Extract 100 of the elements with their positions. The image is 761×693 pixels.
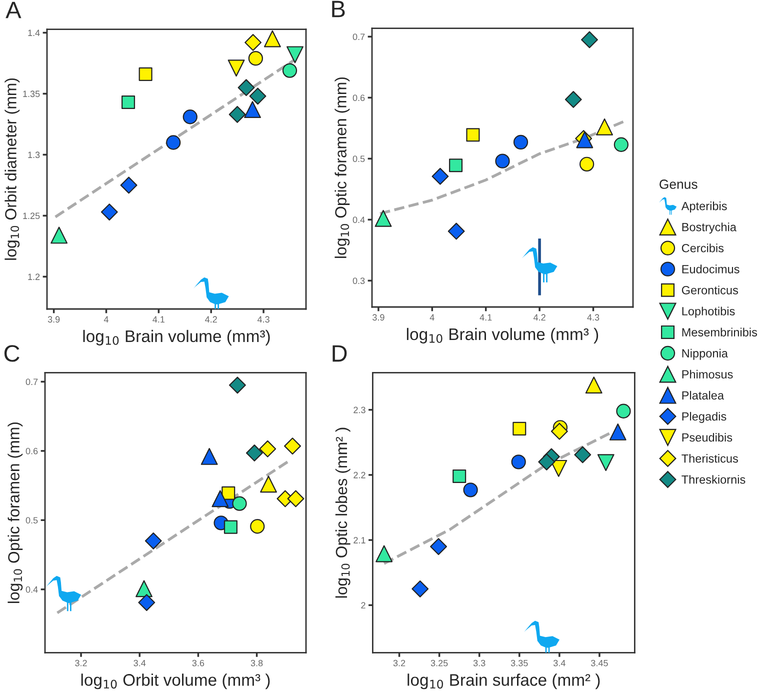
- x-tick-label: 3.6: [192, 660, 204, 666]
- point: [228, 106, 246, 123]
- point: [249, 88, 266, 105]
- x-tick-label: 4.1: [480, 314, 492, 320]
- x-tick-label: 4.3: [587, 314, 600, 321]
- point: [513, 134, 528, 150]
- x-axis-title: log$_{10}$ Orbit volume (mm³ ): [81, 674, 270, 690]
- x-tick-label: 3.4: [554, 660, 566, 666]
- point: [512, 422, 526, 436]
- point: [550, 422, 568, 440]
- y-tick-label: 1.2: [28, 274, 40, 280]
- legend-label: Lophotibis: [682, 306, 735, 318]
- chart-title: D: [332, 345, 347, 362]
- point: [138, 594, 156, 611]
- point: [412, 580, 429, 598]
- point: [248, 51, 263, 66]
- y-axis-title: log$_{10}$ Optic foramen (mm): [334, 77, 350, 258]
- legend-label: Apteribis: [681, 202, 727, 213]
- point: [264, 30, 281, 48]
- chart-title: C: [4, 345, 20, 362]
- point: [260, 476, 277, 493]
- point: [120, 176, 138, 194]
- point: [585, 376, 602, 394]
- point: [432, 168, 449, 185]
- point: [224, 520, 238, 534]
- point: [228, 376, 246, 394]
- point: [244, 34, 262, 51]
- y-tick-label: 1.4: [28, 30, 40, 36]
- legend-label: Theristicus: [682, 454, 738, 463]
- y-tick-label: 0.5: [352, 156, 365, 162]
- y-tick-label: 1.35: [23, 90, 40, 98]
- point: [144, 532, 162, 550]
- y-tick-label: 2.2: [354, 472, 366, 478]
- x-tick-label: 3.2: [393, 660, 406, 666]
- y-axis-title: log$_{10}$ Orbit diameter (mm): [4, 78, 20, 260]
- y-tick-label: 0.7: [26, 378, 38, 386]
- x-tick-label: 3.45: [591, 660, 608, 666]
- point: [511, 454, 526, 470]
- point: [250, 519, 265, 534]
- point: [50, 226, 68, 244]
- point: [522, 247, 558, 282]
- legend-label: Mesembrinibis: [682, 328, 758, 336]
- point: [136, 580, 152, 598]
- x-axis-title: log$_{10}$ Brain volume (mm³): [83, 330, 270, 346]
- point: [286, 46, 304, 64]
- x-tick-label: 4: [104, 316, 108, 322]
- y-tick-label: 0.5: [26, 517, 38, 524]
- legend-label: Plegadis: [682, 412, 726, 423]
- y-axis-title: log$_{10}$ Optic foramen (mm): [8, 422, 23, 603]
- point: [597, 454, 614, 472]
- point: [495, 154, 510, 168]
- point: [138, 67, 152, 81]
- legend-label: Phimosus: [682, 370, 733, 379]
- x-tick-label: 3.35: [510, 660, 528, 666]
- point: [376, 545, 393, 562]
- x-tick-label: 3.4: [134, 660, 146, 666]
- point: [246, 444, 263, 462]
- point: [550, 460, 568, 477]
- point: [287, 490, 304, 508]
- point: [616, 404, 631, 418]
- y-axis-title: log$_{10}$ Optic lobes (mm² ): [335, 428, 350, 598]
- point: [581, 31, 598, 48]
- y-tick-label: 0.6: [26, 448, 38, 454]
- legend-label: Threskiornis: [682, 475, 746, 484]
- point: [222, 486, 236, 500]
- legend-title: Genus: [660, 180, 698, 189]
- y-tick-label: 2: [361, 602, 366, 608]
- legend-label: Cercibis: [682, 244, 724, 252]
- legend-label: Geronticus: [682, 286, 738, 294]
- point: [46, 576, 82, 612]
- point: [122, 95, 136, 110]
- x-tick-label: 4.1: [152, 316, 165, 322]
- y-tick-label: 2.1: [354, 537, 366, 544]
- point: [463, 482, 478, 498]
- legend-label: Platalea: [682, 390, 724, 400]
- y-tick-label: 0.3: [352, 278, 365, 284]
- legend-label: Nipponia: [682, 348, 728, 360]
- x-axis-title: log$_{10}$ Brain volume (mm³ ): [406, 328, 598, 344]
- x-tick-label: 3.9: [48, 316, 60, 323]
- point: [614, 137, 629, 152]
- point: [452, 469, 466, 483]
- point: [212, 490, 229, 508]
- x-tick-label: 3.3: [473, 660, 486, 666]
- point: [448, 222, 465, 240]
- chart-title: B: [332, 0, 345, 18]
- y-tick-label: 2.3: [354, 406, 366, 414]
- y-tick-label: 0.4: [26, 586, 38, 593]
- x-tick-label: 4.3: [257, 316, 270, 323]
- x-tick-label: 3.8: [250, 660, 263, 666]
- point: [596, 118, 614, 136]
- point: [100, 204, 118, 220]
- x-axis-title: log$_{10}$ Brain surface (mm² ): [408, 674, 600, 690]
- point: [430, 538, 447, 556]
- point: [374, 210, 392, 227]
- point: [166, 135, 181, 150]
- point: [282, 63, 298, 78]
- legend-label: Pseudibis: [682, 432, 732, 442]
- point: [609, 423, 626, 440]
- y-tick-label: 0.4: [352, 216, 365, 224]
- x-tick-label: 4.2: [533, 314, 546, 320]
